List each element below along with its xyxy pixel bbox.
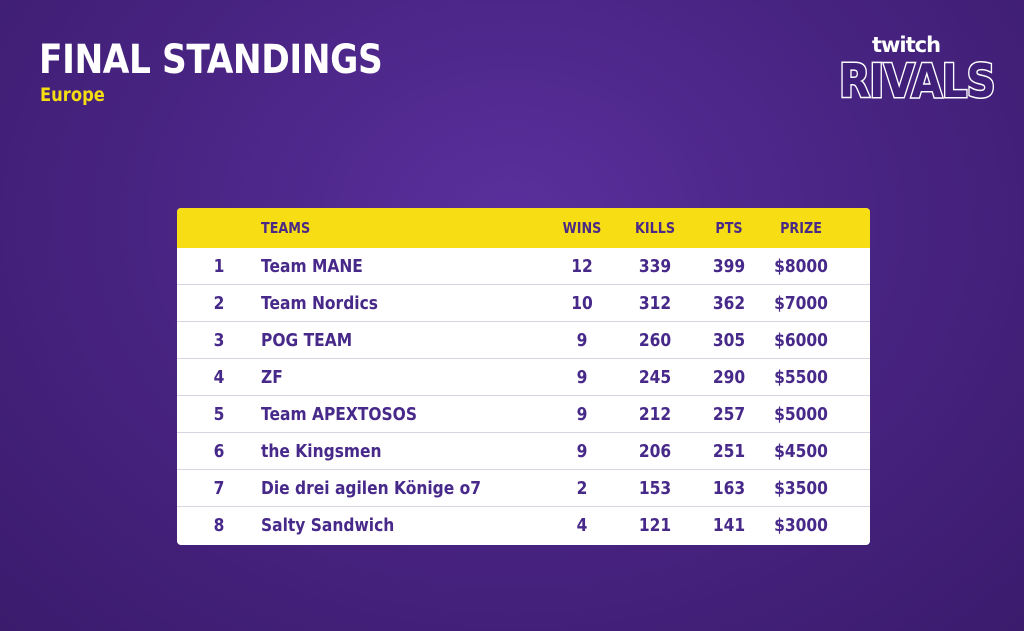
row-kills: 245 <box>638 367 672 388</box>
row-wins: 10 <box>571 293 593 314</box>
row-wins: 2 <box>576 478 588 499</box>
row-prize: $7000 <box>774 293 828 314</box>
row-wins: 9 <box>576 404 588 425</box>
table-row: 4 ZF 9 245 290 $5500 <box>177 359 870 396</box>
row-prize: $3500 <box>774 478 828 499</box>
row-pts: 163 <box>712 478 746 499</box>
row-team: Die drei agilen Könige o7 <box>261 478 482 499</box>
row-wins: 12 <box>571 256 593 277</box>
header-teams: TEAMS <box>261 219 311 237</box>
row-rank: 6 <box>213 441 225 462</box>
table-row: 8 Salty Sandwich 4 121 141 $3000 <box>177 507 870 544</box>
row-team: ZF <box>261 367 283 388</box>
table-row: 3 POG TEAM 9 260 305 $6000 <box>177 322 870 359</box>
row-team: Salty Sandwich <box>261 515 395 536</box>
header-pts: PTS <box>715 219 743 237</box>
row-kills: 260 <box>638 330 672 351</box>
row-kills: 153 <box>638 478 672 499</box>
row-kills: 121 <box>638 515 672 536</box>
table-header: TEAMS WINS KILLS PTS PRIZE <box>177 208 870 248</box>
table-row: 1 Team MANE 12 339 399 $8000 <box>177 248 870 285</box>
row-prize: $8000 <box>774 256 828 277</box>
row-kills: 212 <box>638 404 672 425</box>
page-title: FINAL STANDINGS <box>39 37 383 83</box>
row-pts: 290 <box>712 367 746 388</box>
row-pts: 257 <box>712 404 746 425</box>
row-rank: 3 <box>213 330 225 351</box>
row-team: Team MANE <box>261 256 363 277</box>
row-rank: 5 <box>213 404 225 425</box>
table-row: 6 the Kingsmen 9 206 251 $4500 <box>177 433 870 470</box>
row-team: POG TEAM <box>261 330 353 351</box>
row-kills: 312 <box>638 293 672 314</box>
header-kills: KILLS <box>634 219 676 237</box>
row-wins: 9 <box>576 330 588 351</box>
row-rank: 1 <box>213 256 225 277</box>
row-pts: 305 <box>712 330 746 351</box>
row-prize: $3000 <box>774 515 828 536</box>
header-prize: PRIZE <box>780 219 822 237</box>
row-pts: 141 <box>712 515 746 536</box>
table-row: 5 Team APEXTOSOS 9 212 257 $5000 <box>177 396 870 433</box>
logo-twitch-text: twitch <box>871 33 941 57</box>
row-wins: 4 <box>576 515 588 536</box>
row-team: Team Nordics <box>261 293 378 314</box>
row-rank: 4 <box>213 367 225 388</box>
row-rank: 7 <box>213 478 225 499</box>
twitch-rivals-logo: twitch RIVALS <box>828 33 997 111</box>
logo-rivals-text: RIVALS <box>838 54 997 109</box>
row-kills: 206 <box>638 441 672 462</box>
row-pts: 362 <box>712 293 746 314</box>
row-team: Team APEXTOSOS <box>261 404 417 425</box>
header-wins: WINS <box>562 219 602 237</box>
row-prize: $4500 <box>774 441 828 462</box>
row-rank: 8 <box>213 515 225 536</box>
row-rank: 2 <box>213 293 225 314</box>
region-subtitle: Europe <box>40 84 105 106</box>
row-wins: 9 <box>576 367 588 388</box>
row-team: the Kingsmen <box>261 441 382 462</box>
row-wins: 9 <box>576 441 588 462</box>
row-prize: $5000 <box>774 404 828 425</box>
row-kills: 339 <box>638 256 672 277</box>
table-row: 2 Team Nordics 10 312 362 $7000 <box>177 285 870 322</box>
row-pts: 251 <box>712 441 746 462</box>
row-prize: $6000 <box>774 330 828 351</box>
row-prize: $5500 <box>774 367 828 388</box>
standings-table: TEAMS WINS KILLS PTS PRIZE 1 Team MANE 1… <box>177 208 870 545</box>
table-row: 7 Die drei agilen Könige o7 2 153 163 $3… <box>177 470 870 507</box>
row-pts: 399 <box>712 256 746 277</box>
